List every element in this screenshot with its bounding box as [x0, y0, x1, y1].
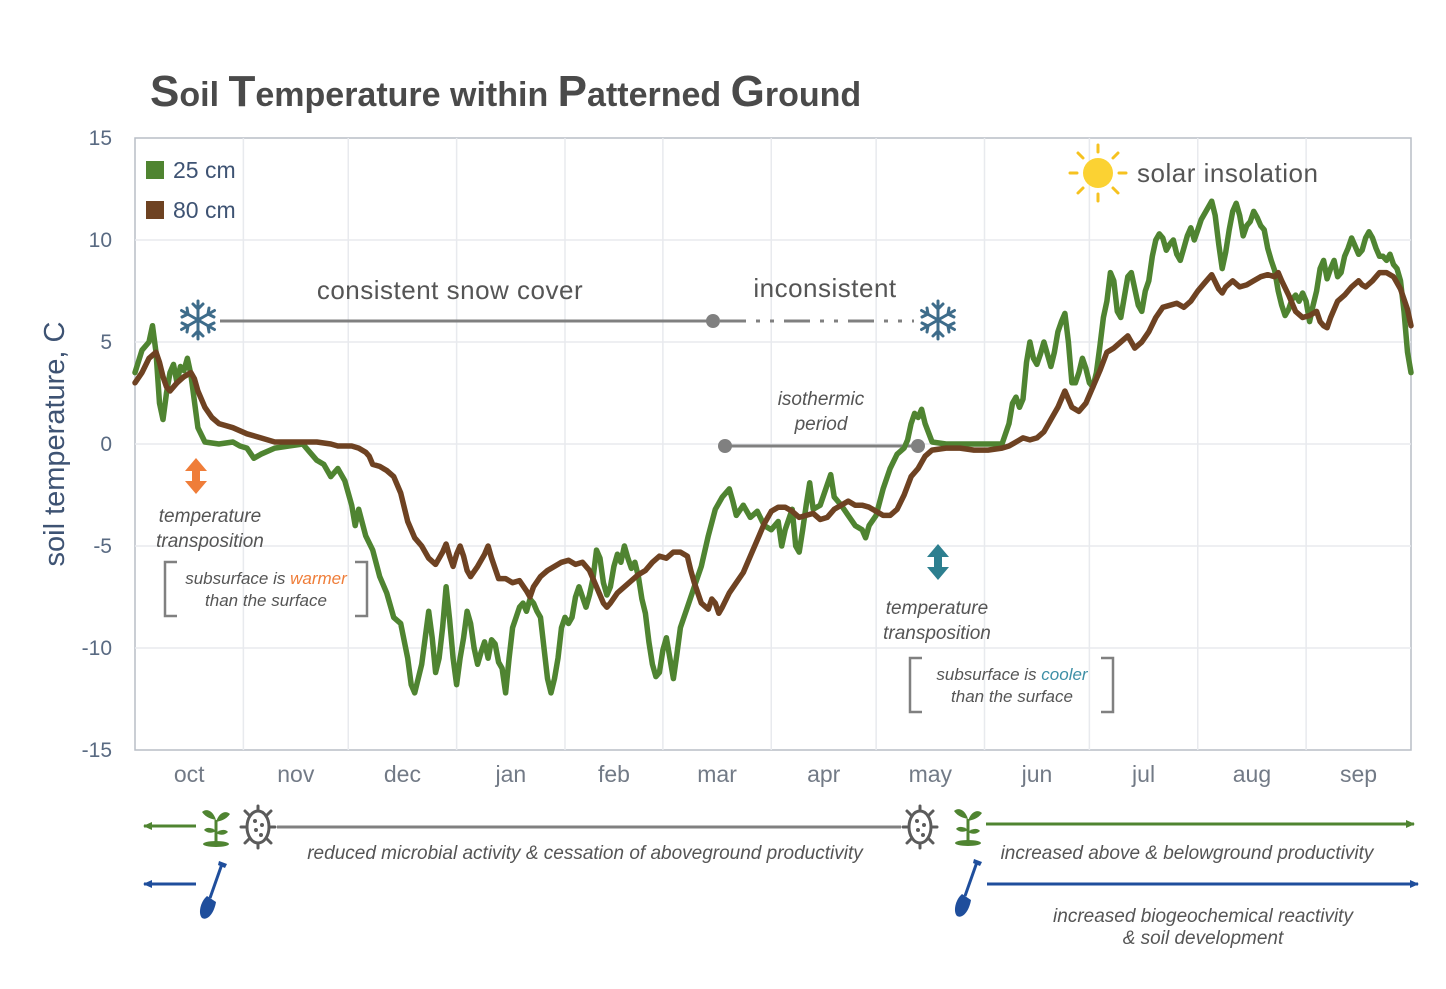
transposition2-line1: temperature [886, 598, 988, 619]
sun-icon [1068, 143, 1128, 203]
biogeochemical-label-line1: increased biogeochemical reactivity [1053, 906, 1354, 927]
x-month-label: jan [494, 761, 526, 787]
x-month-label: apr [807, 761, 841, 787]
microbe-icon [239, 804, 277, 850]
shovel-icon [198, 859, 229, 921]
warmer-note-line1: subsurface is warmer [185, 569, 348, 588]
isothermic-line-start [718, 439, 732, 453]
reduced-activity-label: reduced microbial activity & cessation o… [307, 843, 864, 864]
y-tick-label: -10 [82, 637, 112, 660]
isothermic-label-line1: isothermic [778, 389, 865, 410]
consistent-snow-label: consistent snow cover [317, 275, 583, 305]
shovel-icon [953, 857, 984, 919]
warmer-note-line2: than the surface [205, 591, 327, 610]
legend-label-25cm: 25 cm [173, 157, 236, 183]
y-tick-label: 15 [89, 127, 112, 150]
y-tick-label: 0 [100, 433, 112, 456]
cooler-note-line2: than the surface [951, 687, 1073, 706]
microbe-icon [901, 804, 939, 850]
series-line-80cm [132, 269, 1414, 617]
y-tick-label: -15 [82, 739, 112, 762]
transposition1-line1: temperature [159, 506, 261, 527]
biogeochemical-label-line2: & soil development [1123, 928, 1284, 949]
orange-double-arrow-icon [185, 458, 207, 494]
y-tick-label: 5 [100, 331, 112, 354]
x-month-labels: oct nov dec jan feb mar apr may jun jul aug sep [174, 761, 1377, 787]
teal-double-arrow-icon [927, 544, 949, 580]
bracket-box-cooler [908, 656, 1115, 714]
x-month-label: oct [174, 761, 205, 787]
snow-cover-line-end [706, 314, 720, 328]
x-month-label: feb [598, 761, 630, 787]
inconsistent-snow-label: inconsistent [753, 273, 897, 303]
x-month-label: jul [1131, 761, 1155, 787]
isothermic-label-line2: period [794, 414, 849, 435]
x-month-label: mar [697, 761, 737, 787]
x-month-label: jun [1021, 761, 1053, 787]
cooler-note-line1: subsurface is cooler [936, 665, 1089, 684]
legend-label-80cm: 80 cm [173, 197, 236, 223]
series-line-25cm [132, 198, 1414, 696]
isothermic-line-end [911, 439, 925, 453]
increased-productivity-label: increased above & belowground productivi… [1001, 843, 1375, 864]
x-month-label: sep [1340, 761, 1377, 787]
transposition2-line2: transposition [883, 623, 991, 644]
x-month-label: aug [1233, 761, 1271, 787]
seedling-icon [200, 808, 232, 849]
legend: 25 cm 80 cm [146, 157, 236, 223]
solar-insolation-label: solar insolation [1137, 158, 1318, 188]
series-layer [132, 198, 1414, 696]
y-axis-label: soil temperature, C [39, 322, 71, 567]
bracket-box-warmer [163, 560, 369, 618]
chart-title: Soil Temperature within Patterned Ground [150, 67, 861, 116]
y-tick-labels: 15 10 5 0 -5 -10 -15 [82, 127, 112, 762]
gridlines [135, 138, 1411, 750]
y-tick-label: -5 [93, 535, 112, 558]
transposition1-line2: transposition [156, 531, 264, 552]
x-month-label: may [909, 761, 953, 787]
x-month-label: dec [384, 761, 421, 787]
legend-swatch-25cm [146, 161, 164, 179]
seedling-icon [952, 807, 984, 848]
legend-swatch-80cm [146, 201, 164, 219]
x-month-label: nov [277, 761, 315, 787]
y-tick-label: 10 [89, 229, 112, 252]
